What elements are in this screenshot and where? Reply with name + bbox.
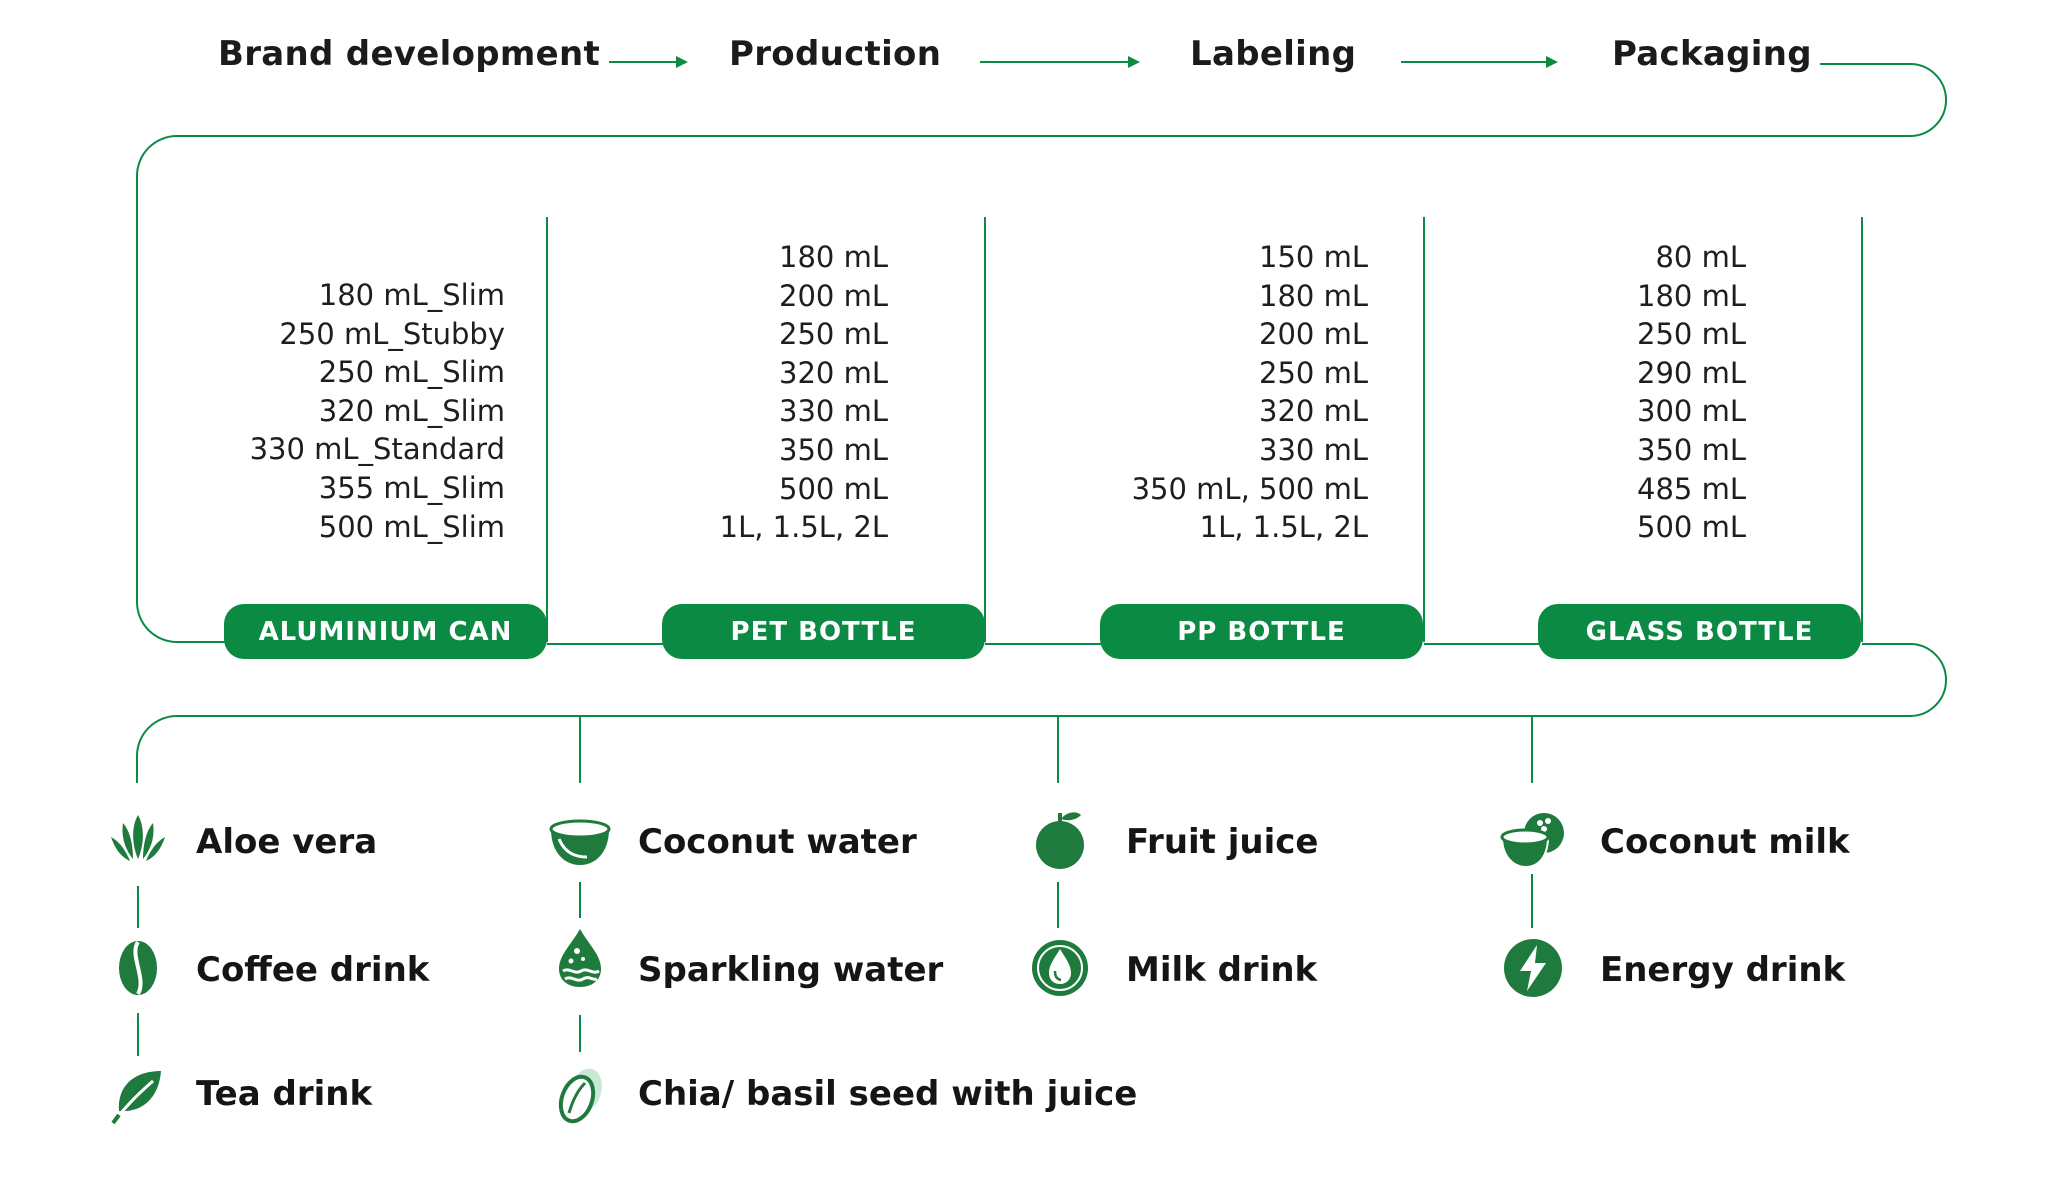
size-item: 300 mL (1637, 394, 1746, 429)
size-item: 350 mL (1637, 432, 1746, 467)
size-item: 80 mL (1655, 240, 1746, 274)
size-item: 150 mL (1259, 240, 1368, 274)
tea-leaf-icon (105, 1063, 171, 1129)
flavor-tea-drink: Tea drink (196, 1074, 373, 1114)
flavor-coconut-water: Coconut water (638, 822, 917, 862)
flavor-aloe-vera: Aloe vera (196, 822, 378, 862)
step-packaging: Packaging (1612, 34, 1812, 74)
glass-bottle-sizes: 80 mL 180 mL 250 mL 290 mL 300 mL 350 mL… (1366, 238, 1746, 547)
size-item: 320 mL (779, 355, 888, 390)
size-item: 250 mL (1637, 317, 1746, 352)
size-item: 320 mL_Slim (318, 393, 505, 428)
coconut-water-icon (547, 807, 613, 873)
flavor-milk-drink: Milk drink (1126, 950, 1318, 990)
flavor-fruit-juice: Fruit juice (1126, 822, 1319, 862)
size-item: 1L, 1.5L, 2L (1199, 510, 1368, 545)
size-item: 200 mL (779, 278, 888, 313)
size-item: 250 mL_Slim (318, 355, 505, 390)
pp-bottle-sizes: 150 mL 180 mL 200 mL 250 mL 320 mL 330 m… (988, 238, 1368, 547)
milk-drop-icon (1027, 935, 1093, 1001)
size-item: 200 mL (1259, 317, 1368, 352)
step-labeling: Labeling (1190, 34, 1357, 74)
size-item: 290 mL (1637, 355, 1746, 390)
size-item: 350 mL (779, 432, 888, 467)
flavor-energy-drink: Energy drink (1600, 950, 1846, 990)
energy-bolt-icon (1500, 935, 1566, 1001)
flavor-coffee-drink: Coffee drink (196, 950, 430, 990)
flavor-coconut-milk: Coconut milk (1600, 822, 1850, 862)
aloe-vera-icon (105, 807, 171, 873)
sparkling-water-icon (547, 925, 613, 991)
size-item: 180 mL_Slim (318, 278, 505, 312)
size-item: 180 mL (1637, 278, 1746, 313)
step-production: Production (729, 34, 942, 74)
pill-pet-bottle: PET BOTTLE (662, 604, 985, 659)
size-item: 355 mL_Slim (318, 470, 505, 505)
chia-seed-icon (547, 1063, 613, 1129)
fruit-icon (1027, 807, 1093, 873)
size-item: 320 mL (1259, 394, 1368, 429)
size-item: 1L, 1.5L, 2L (719, 510, 888, 545)
pill-aluminium-can: ALUMINIUM CAN (224, 604, 547, 659)
size-item: 350 mL, 500 mL (1131, 471, 1368, 506)
size-item: 250 mL (1259, 355, 1368, 390)
size-item: 500 mL (1637, 510, 1746, 545)
size-item: 330 mL (779, 394, 888, 429)
size-item: 330 mL (1259, 432, 1368, 467)
aluminium-can-sizes: 180 mL_Slim 250 mL_Stubby 250 mL_Slim 32… (125, 276, 505, 546)
coconut-milk-icon (1500, 807, 1566, 873)
size-item: 250 mL_Stubby (279, 316, 505, 351)
size-item: 250 mL (779, 317, 888, 352)
flavor-chia-basil-seed: Chia/ basil seed with juice (638, 1074, 1138, 1114)
size-item: 485 mL (1637, 471, 1746, 506)
flavor-sparkling-water: Sparkling water (638, 950, 944, 990)
size-item: 180 mL (779, 240, 888, 274)
step-brand-development: Brand development (218, 34, 601, 74)
size-item: 500 mL (779, 471, 888, 506)
pill-glass-bottle: GLASS BOTTLE (1538, 604, 1861, 659)
pet-bottle-sizes: 180 mL 200 mL 250 mL 320 mL 330 mL 350 m… (508, 238, 888, 547)
size-item: 330 mL_Standard (249, 432, 505, 467)
size-item: 180 mL (1259, 278, 1368, 313)
coffee-bean-icon (105, 935, 171, 1001)
size-item: 500 mL_Slim (318, 509, 505, 544)
pill-pp-bottle: PP BOTTLE (1100, 604, 1423, 659)
